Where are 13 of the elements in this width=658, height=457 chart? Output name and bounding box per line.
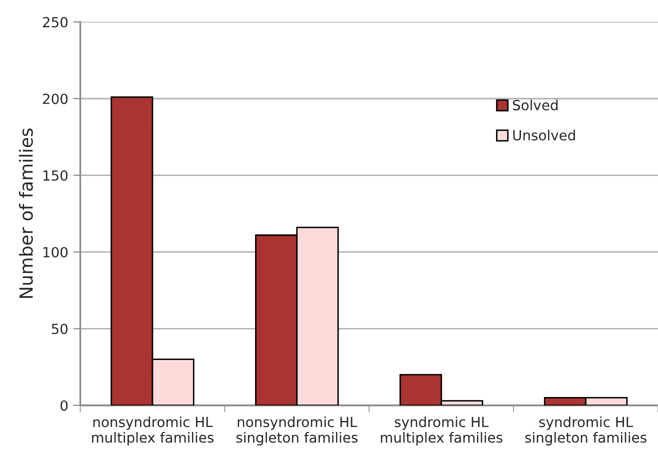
x-tick-label: nonsyndromic HL singleton families xyxy=(236,416,358,446)
x-tick-label: syndromic HL multiplex families xyxy=(380,416,502,446)
y-tick-label: 50 xyxy=(52,324,68,334)
y-tick-label: 150 xyxy=(43,170,68,181)
legend-label: Unsolved xyxy=(513,130,575,140)
y-tick-label: 200 xyxy=(42,94,68,104)
y-tick-label: 0 xyxy=(60,400,68,411)
x-tick-label: nonsyndromic HL multiplex families xyxy=(92,416,214,446)
y-tick-label: 100 xyxy=(43,246,68,258)
x-tick-label: syndromic HL singleton families xyxy=(525,416,646,446)
legend-label: Solved xyxy=(512,100,558,110)
y-tick-label: 250 xyxy=(42,16,68,28)
y-axis-title: Number of families xyxy=(18,128,33,298)
